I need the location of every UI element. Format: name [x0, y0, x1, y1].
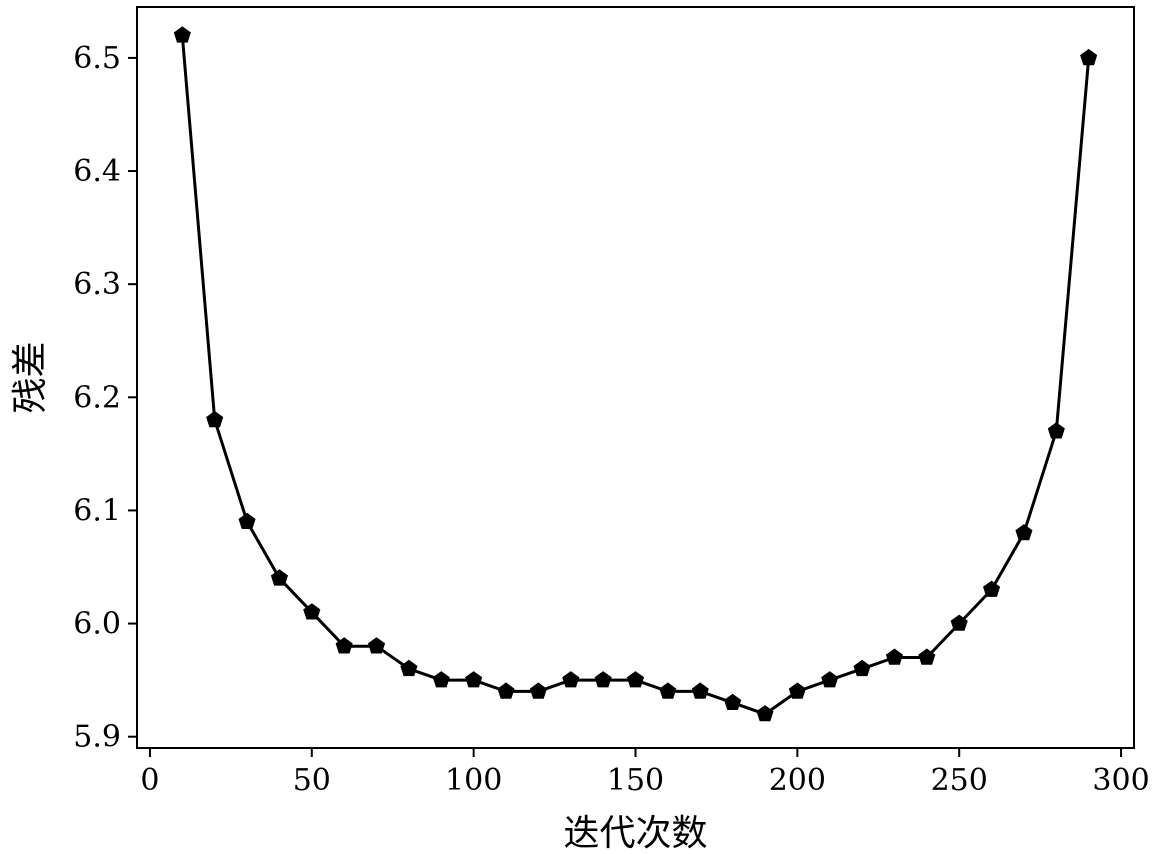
- data-point-marker: [335, 637, 353, 654]
- data-point-marker: [270, 569, 288, 586]
- data-point-marker: [303, 603, 321, 620]
- y-tick-label: 6.2: [73, 380, 121, 415]
- data-point-marker: [529, 682, 547, 699]
- data-point-marker: [788, 682, 806, 699]
- plot-frame: [136, 6, 1135, 749]
- data-point-marker: [626, 671, 645, 688]
- x-tick-label: 200: [769, 763, 826, 798]
- data-point-marker: [853, 659, 871, 677]
- data-point-marker: [1015, 524, 1033, 541]
- data-point-marker: [1047, 422, 1065, 439]
- data-point-marker: [173, 26, 191, 43]
- y-tick-label: 6.1: [73, 493, 121, 528]
- data-point-marker: [885, 648, 903, 665]
- y-axis-title: 残差: [10, 341, 51, 413]
- data-point-marker: [400, 659, 418, 677]
- data-point-marker: [432, 671, 450, 688]
- data-point-marker: [691, 682, 709, 699]
- x-axis-title: 迭代次数: [563, 813, 707, 854]
- x-tick-label: 300: [1092, 763, 1149, 798]
- data-point-marker: [724, 693, 742, 710]
- data-point-marker: [756, 705, 774, 722]
- y-tick-label: 5.9: [73, 720, 121, 755]
- data-point-marker: [594, 671, 612, 688]
- y-axis-ticks: 5.9 6.0 6.1 6.2 6.3 6.4 6.5: [73, 41, 137, 755]
- y-tick-label: 6.5: [73, 41, 121, 76]
- data-point-marker: [950, 614, 968, 631]
- data-point-marker: [238, 512, 256, 529]
- data-point-marker: [918, 648, 936, 665]
- y-tick-label: 6.4: [73, 154, 121, 189]
- data-point-marker: [562, 671, 580, 688]
- data-point-marker: [983, 580, 1001, 597]
- x-tick-label: 50: [293, 763, 331, 798]
- data-point-marker: [821, 671, 839, 688]
- data-point-marker: [497, 682, 515, 699]
- x-tick-label: 0: [140, 763, 159, 798]
- x-tick-label: 150: [607, 763, 664, 798]
- y-tick-label: 6.3: [73, 267, 121, 302]
- data-point-marker: [659, 682, 677, 699]
- data-point-marker: [465, 671, 483, 688]
- series-layer: [173, 26, 1098, 722]
- x-axis-ticks: 0 50 100 150 200 250 300: [140, 748, 1150, 798]
- data-point-marker: [368, 637, 386, 654]
- y-tick-label: 6.0: [73, 607, 121, 642]
- data-point-marker: [206, 410, 224, 428]
- x-tick-label: 250: [931, 763, 988, 798]
- x-tick-label: 100: [445, 763, 502, 798]
- data-point-marker: [1080, 48, 1098, 66]
